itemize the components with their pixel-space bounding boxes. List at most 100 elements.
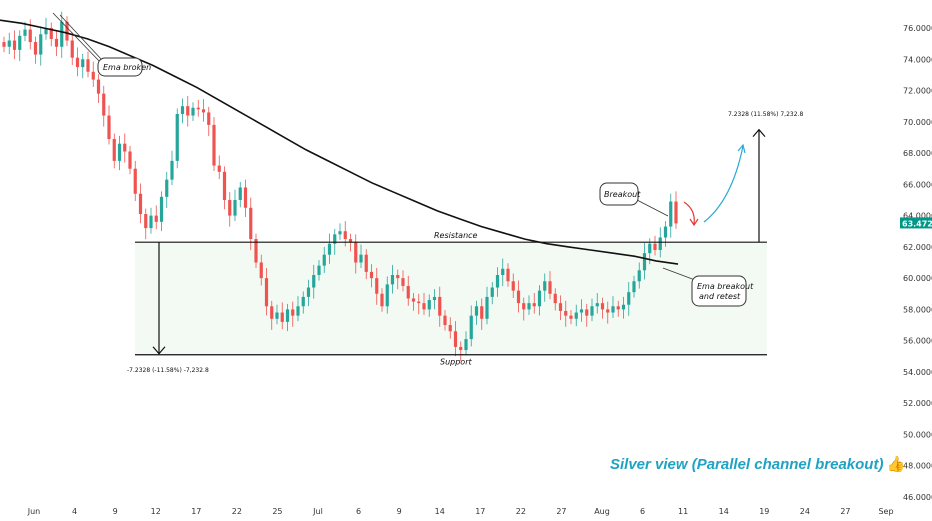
- projection-up-arrow: [703, 145, 744, 223]
- x-tick-label: 25: [272, 507, 282, 516]
- candle-body: [427, 300, 431, 310]
- candle-body: [207, 112, 211, 125]
- candle-body: [133, 168, 137, 194]
- candle-body: [2, 42, 6, 47]
- y-tick-label: 56.0000: [903, 337, 932, 346]
- x-tick-label: Jun: [27, 507, 41, 516]
- breakout-pointer: [636, 199, 669, 217]
- measure-up-label: 7.2328 (11.58%) 7,232.8: [728, 111, 803, 118]
- candle-body: [180, 106, 185, 114]
- candle-body: [149, 215, 153, 229]
- candle-body: [91, 71, 95, 80]
- candle-body: [537, 290, 542, 307]
- candle-body: [637, 270, 641, 282]
- x-tick-label: 6: [640, 507, 645, 516]
- candle-body: [96, 79, 101, 94]
- candle-body: [39, 34, 43, 55]
- x-tick-label: 11: [678, 507, 688, 516]
- candle-body: [375, 278, 379, 294]
- y-tick-label: 70.0000: [903, 118, 932, 127]
- candle-body: [432, 296, 437, 301]
- candle-body: [201, 109, 206, 113]
- candle-body: [86, 59, 90, 72]
- ema-retest-callout: [691, 275, 747, 307]
- candle-body: [548, 281, 552, 294]
- candle-body: [60, 21, 64, 47]
- candle-body: [191, 107, 195, 116]
- candle-body: [369, 271, 374, 279]
- candle-body: [380, 293, 384, 307]
- x-tick-label: 22: [516, 507, 526, 516]
- candle-body: [296, 306, 300, 316]
- x-tick-label: 19: [759, 507, 769, 516]
- y-tick-label: 66.0000: [903, 180, 932, 189]
- candle-body: [128, 151, 132, 169]
- candle-body: [291, 309, 295, 316]
- x-tick-label: Aug: [594, 507, 610, 516]
- projection-up-arrowhead: [737, 143, 746, 154]
- candle-body: [501, 268, 505, 276]
- candle-body: [243, 187, 248, 208]
- candle-body: [511, 281, 515, 291]
- candle-body: [543, 281, 547, 291]
- candle-body: [558, 303, 563, 311]
- pullback-arrowhead: [689, 218, 699, 227]
- candle-body: [632, 281, 636, 293]
- candle-body: [411, 298, 416, 302]
- candle-body: [674, 201, 678, 224]
- candle-body: [306, 287, 311, 297]
- y-tick-label: 72.0000: [903, 87, 932, 96]
- candle-body: [448, 325, 452, 332]
- candle-body: [354, 242, 358, 263]
- candle-body: [522, 303, 526, 310]
- candle-body: [464, 339, 468, 351]
- candle-body: [590, 306, 594, 316]
- x-tick-label: 17: [191, 507, 201, 516]
- candles-layer: [2, 11, 678, 362]
- candle-body: [621, 304, 626, 310]
- candle-body: [312, 275, 316, 288]
- candle-body: [81, 59, 85, 68]
- x-tick-label: 14: [719, 507, 729, 516]
- ema-retest-text-2: and retest: [699, 292, 741, 301]
- ema-broken-pointer-2: [52, 12, 101, 63]
- pullback-arrow: [683, 201, 695, 225]
- candle-body: [102, 93, 106, 116]
- candle-body: [658, 237, 662, 250]
- y-tick-label: 48.0000: [903, 462, 932, 471]
- x-tick-label: 12: [151, 507, 161, 516]
- candle-body: [259, 262, 263, 279]
- x-tick-label: 14: [435, 507, 445, 516]
- candle-body: [33, 42, 38, 55]
- ema-broken-pointer: [59, 14, 103, 61]
- candle-body: [401, 278, 405, 286]
- candle-body: [217, 165, 221, 172]
- candle-body: [485, 296, 489, 319]
- candle-body: [653, 243, 657, 250]
- candle-body: [627, 292, 631, 305]
- footer-caption: Silver view (Parallel channel breakout) 👍: [610, 455, 905, 473]
- x-axis: Jun 4 9 12 17 22 25 Jul 6 9 14 17 22 27 Aug 6 11 14 19 24 27…: [27, 507, 894, 516]
- ema-broken-callout: [97, 57, 143, 77]
- candle-body: [23, 29, 27, 36]
- ema-broken-text: Ema broken: [103, 63, 151, 72]
- candle-body: [138, 193, 143, 215]
- resistance-label: Resistance: [434, 231, 478, 240]
- candle-body: [317, 265, 321, 276]
- candle-body: [453, 331, 458, 347]
- candle-body: [65, 21, 69, 41]
- x-tick-label: 22: [232, 507, 242, 516]
- footer-caption-text: Silver view (Parallel channel breakout): [610, 456, 884, 473]
- candle-body: [469, 315, 473, 340]
- candle-body: [301, 296, 305, 307]
- x-tick-label: Jul: [312, 507, 323, 516]
- breakout-text: Breakout: [604, 190, 641, 199]
- candle-body: [490, 287, 494, 297]
- candle-body: [112, 138, 116, 161]
- candle-body: [170, 160, 174, 180]
- candle-body: [642, 253, 647, 271]
- x-tick-label: 9: [397, 507, 402, 516]
- x-tick-label: 17: [475, 507, 485, 516]
- candle-body: [564, 310, 568, 316]
- measure-up-arrowhead: [752, 128, 766, 138]
